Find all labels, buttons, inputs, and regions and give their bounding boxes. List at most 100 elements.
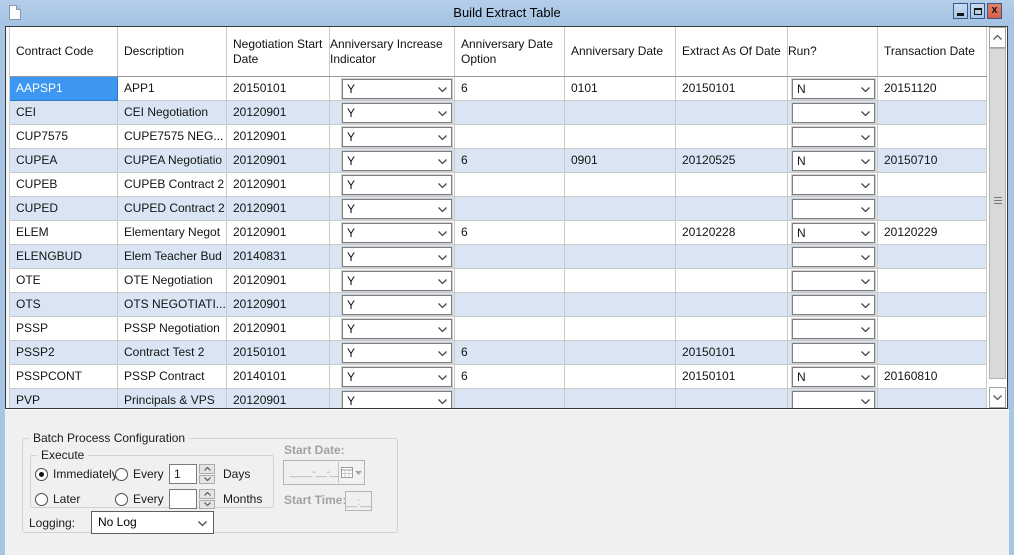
cell-contract-code[interactable]: CUPED	[10, 197, 118, 221]
cell-anniversary-date[interactable]: 0101	[565, 77, 676, 101]
radio-later[interactable]	[35, 492, 48, 506]
start-time-input[interactable]: __:__	[345, 491, 372, 511]
cell-description[interactable]: CEI Negotiation	[118, 101, 227, 125]
anniversary-increase-indicator-select[interactable]: Y	[342, 103, 452, 123]
cell-description[interactable]: PSSP Contract	[118, 365, 227, 389]
cell-anniversary-increase-indicator[interactable]: Y	[330, 221, 455, 245]
cell-contract-code[interactable]: PVP	[10, 389, 118, 408]
cell-extract-as-of-date[interactable]	[676, 389, 788, 408]
anniversary-increase-indicator-select[interactable]: Y	[342, 151, 452, 171]
cell-contract-code[interactable]: OTS	[10, 293, 118, 317]
scroll-up-button[interactable]	[989, 27, 1006, 48]
cell-extract-as-of-date[interactable]	[676, 269, 788, 293]
cell-anniversary-date-option[interactable]	[455, 317, 565, 341]
cell-negotiation-start-date[interactable]: 20140831	[227, 245, 330, 269]
cell-anniversary-date[interactable]	[565, 269, 676, 293]
cell-negotiation-start-date[interactable]: 20120901	[227, 293, 330, 317]
cell-negotiation-start-date[interactable]: 20120901	[227, 197, 330, 221]
cell-extract-as-of-date[interactable]	[676, 125, 788, 149]
cell-transaction-date[interactable]: 20150710	[878, 149, 987, 173]
cell-anniversary-date-option[interactable]	[455, 173, 565, 197]
cell-description[interactable]: APP1	[118, 77, 227, 101]
cell-anniversary-date-option[interactable]	[455, 197, 565, 221]
cell-extract-as-of-date[interactable]: 20150101	[676, 365, 788, 389]
cell-anniversary-increase-indicator[interactable]: Y	[330, 389, 455, 408]
anniversary-increase-indicator-select[interactable]: Y	[342, 367, 452, 387]
cell-transaction-date[interactable]	[878, 173, 987, 197]
cell-run[interactable]: N	[788, 77, 878, 101]
cell-description[interactable]: Contract Test 2	[118, 341, 227, 365]
cell-transaction-date[interactable]	[878, 245, 987, 269]
months-count-input[interactable]	[169, 489, 197, 509]
cell-negotiation-start-date[interactable]: 20150101	[227, 77, 330, 101]
start-date-input[interactable]: ____-__-__	[283, 460, 365, 485]
cell-anniversary-date[interactable]	[565, 101, 676, 125]
cell-anniversary-date[interactable]	[565, 197, 676, 221]
days-spinner[interactable]	[199, 464, 215, 484]
anniversary-increase-indicator-select[interactable]: Y	[342, 391, 452, 408]
logging-select[interactable]: No Log	[91, 511, 214, 534]
cell-extract-as-of-date[interactable]	[676, 293, 788, 317]
cell-extract-as-of-date[interactable]	[676, 101, 788, 125]
radio-every-days[interactable]	[115, 467, 128, 481]
cell-contract-code[interactable]: CUPEA	[10, 149, 118, 173]
cell-negotiation-start-date[interactable]: 20150101	[227, 341, 330, 365]
cell-contract-code[interactable]: CUPEB	[10, 173, 118, 197]
months-spinner[interactable]	[199, 489, 215, 509]
cell-description[interactable]: CUPE7575 NEG...	[118, 125, 227, 149]
cell-anniversary-increase-indicator[interactable]: Y	[330, 293, 455, 317]
scroll-thumb[interactable]	[989, 48, 1006, 379]
cell-description[interactable]: OTS NEGOTIATI...	[118, 293, 227, 317]
cell-anniversary-increase-indicator[interactable]: Y	[330, 245, 455, 269]
cell-run[interactable]	[788, 293, 878, 317]
anniversary-increase-indicator-select[interactable]: Y	[342, 271, 452, 291]
cell-anniversary-date-option[interactable]	[455, 389, 565, 408]
cell-transaction-date[interactable]	[878, 341, 987, 365]
cell-contract-code[interactable]: PSSP	[10, 317, 118, 341]
cell-extract-as-of-date[interactable]	[676, 317, 788, 341]
cell-negotiation-start-date[interactable]: 20140101	[227, 365, 330, 389]
cell-anniversary-date-option[interactable]	[455, 101, 565, 125]
cell-description[interactable]: PSSP Negotiation	[118, 317, 227, 341]
cell-anniversary-date-option[interactable]: 6	[455, 365, 565, 389]
anniversary-increase-indicator-select[interactable]: Y	[342, 199, 452, 219]
cell-anniversary-date-option[interactable]: 6	[455, 77, 565, 101]
run-select[interactable]	[792, 199, 875, 219]
cell-anniversary-date[interactable]	[565, 173, 676, 197]
cell-anniversary-date-option[interactable]: 6	[455, 221, 565, 245]
radio-every-months[interactable]	[115, 492, 128, 506]
cell-contract-code[interactable]: CEI	[10, 101, 118, 125]
cell-anniversary-date-option[interactable]	[455, 269, 565, 293]
cell-anniversary-date[interactable]	[565, 389, 676, 408]
cell-description[interactable]: OTE Negotiation	[118, 269, 227, 293]
cell-run[interactable]	[788, 341, 878, 365]
cell-description[interactable]: Principals & VPS	[118, 389, 227, 408]
cell-anniversary-increase-indicator[interactable]: Y	[330, 269, 455, 293]
cell-anniversary-date-option[interactable]: 6	[455, 341, 565, 365]
run-select[interactable]: N	[792, 367, 875, 387]
cell-anniversary-date-option[interactable]	[455, 293, 565, 317]
cell-anniversary-date[interactable]	[565, 341, 676, 365]
cell-negotiation-start-date[interactable]: 20120901	[227, 269, 330, 293]
cell-run[interactable]	[788, 101, 878, 125]
anniversary-increase-indicator-select[interactable]: Y	[342, 175, 452, 195]
minimize-button[interactable]	[953, 3, 968, 19]
cell-negotiation-start-date[interactable]: 20120901	[227, 101, 330, 125]
cell-contract-code[interactable]: PSSP2	[10, 341, 118, 365]
spinner-down-icon[interactable]	[199, 499, 215, 509]
cell-description[interactable]: CUPEA Negotiatio	[118, 149, 227, 173]
cell-transaction-date[interactable]	[878, 317, 987, 341]
cell-description[interactable]: CUPEB Contract 2	[118, 173, 227, 197]
cell-extract-as-of-date[interactable]: 20120228	[676, 221, 788, 245]
cell-extract-as-of-date[interactable]: 20150101	[676, 77, 788, 101]
run-select[interactable]: N	[792, 151, 875, 171]
cell-extract-as-of-date[interactable]: 20120525	[676, 149, 788, 173]
cell-transaction-date[interactable]	[878, 389, 987, 408]
spinner-down-icon[interactable]	[199, 474, 215, 484]
cell-anniversary-date-option[interactable]	[455, 245, 565, 269]
spinner-up-icon[interactable]	[199, 489, 215, 499]
cell-run[interactable]: N	[788, 221, 878, 245]
cell-contract-code[interactable]: ELENGBUD	[10, 245, 118, 269]
cell-transaction-date[interactable]	[878, 125, 987, 149]
cell-anniversary-increase-indicator[interactable]: Y	[330, 149, 455, 173]
